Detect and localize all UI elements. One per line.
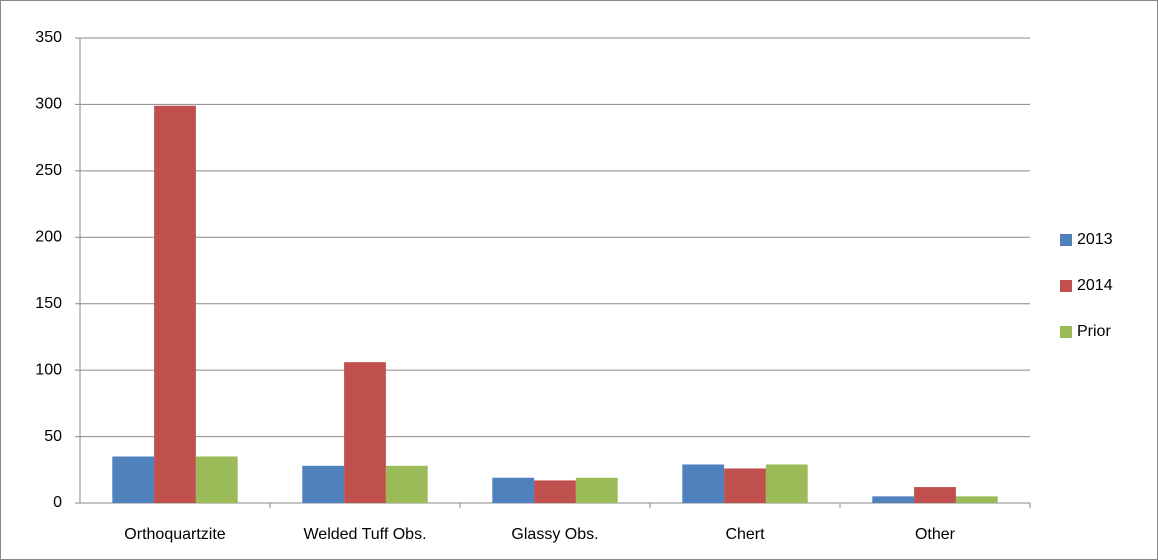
bar — [195, 456, 238, 503]
x-tick-label: Welded Tuff Obs. — [303, 526, 426, 543]
y-tick-label: 200 — [35, 229, 62, 246]
y-tick-label: 50 — [44, 428, 62, 445]
bar — [872, 496, 915, 503]
bar — [344, 362, 386, 503]
x-tick-label: Glassy Obs. — [511, 526, 598, 543]
y-tick-label: 0 — [53, 494, 62, 511]
bar — [154, 105, 196, 503]
x-tick-label: Chert — [725, 526, 765, 543]
x-tick-label: Other — [915, 526, 956, 543]
y-tick-label: 250 — [35, 162, 62, 179]
bar — [914, 487, 956, 503]
legend-swatch — [1060, 234, 1072, 246]
legend-label: 2014 — [1077, 277, 1113, 294]
y-tick-label: 300 — [35, 96, 62, 113]
bar — [682, 464, 725, 503]
legend-swatch — [1060, 280, 1072, 292]
x-tick-label: Orthoquartzite — [124, 526, 225, 543]
bar — [575, 477, 618, 503]
legend-swatch — [1060, 326, 1072, 338]
legend-label: 2013 — [1077, 231, 1113, 248]
bar — [765, 464, 808, 503]
bar — [385, 465, 428, 503]
y-tick-label: 150 — [35, 295, 62, 312]
bar — [955, 496, 998, 503]
bar — [492, 477, 535, 503]
bar — [724, 468, 766, 503]
y-tick-label: 350 — [35, 29, 62, 46]
bar — [302, 465, 345, 503]
y-tick-label: 100 — [35, 361, 62, 378]
legend-label: Prior — [1077, 323, 1111, 340]
bar — [534, 480, 576, 503]
bar — [112, 456, 155, 503]
